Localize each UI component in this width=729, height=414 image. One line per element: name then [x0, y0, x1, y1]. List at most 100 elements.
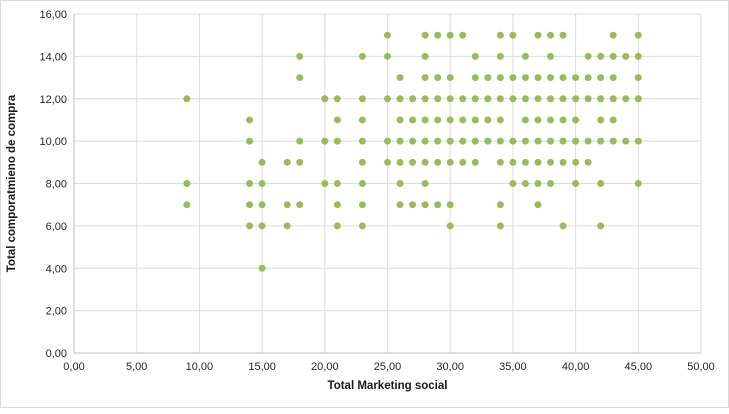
data-point [384, 137, 391, 145]
data-point [509, 137, 517, 145]
data-point [484, 137, 492, 145]
data-point [496, 31, 504, 39]
y-tick-label: 8,00 [46, 179, 67, 191]
data-point [434, 74, 442, 82]
y-tick-label: 10,00 [39, 136, 67, 148]
data-point [597, 116, 605, 124]
x-tick-label: 0,00 [63, 361, 84, 373]
x-axis-tick-labels: 0,00 5,00 10,00 15,00 20,00 25,00 30,00 35,00 40… [63, 361, 714, 373]
data-point [409, 201, 417, 209]
x-tick-label: 5,00 [126, 361, 147, 373]
data-point [321, 137, 329, 145]
data-point [572, 137, 580, 145]
data-point [521, 180, 529, 187]
data-point [384, 52, 391, 60]
data-point [509, 95, 517, 103]
data-point [622, 52, 630, 60]
x-tick-label: 15,00 [248, 361, 276, 373]
data-point [333, 95, 341, 103]
data-point [333, 180, 341, 187]
data-point [534, 180, 542, 187]
data-point [246, 116, 254, 124]
data-point [409, 116, 417, 124]
data-point [521, 137, 529, 145]
data-point [459, 116, 467, 124]
data-point [547, 95, 555, 103]
data-point [534, 116, 542, 124]
data-point [496, 158, 504, 166]
data-point [559, 74, 567, 82]
data-point [609, 31, 617, 39]
data-point [296, 52, 304, 60]
data-point [459, 137, 467, 145]
y-tick-label: 12,00 [39, 94, 67, 106]
data-point [534, 74, 542, 82]
data-point [484, 95, 492, 103]
data-point [597, 74, 605, 82]
data-point [409, 95, 417, 103]
data-point [609, 137, 617, 145]
data-point [446, 31, 454, 39]
data-point [396, 116, 404, 124]
data-point [396, 201, 404, 209]
data-point [534, 158, 542, 166]
data-point [559, 137, 567, 145]
data-point [572, 158, 580, 166]
data-point [446, 201, 454, 209]
data-point [471, 95, 479, 103]
data-point [296, 74, 304, 82]
data-point [434, 31, 442, 39]
data-point [622, 95, 630, 103]
data-point [358, 201, 366, 209]
data-point [584, 137, 592, 145]
y-tick-label: 4,00 [46, 263, 67, 275]
data-point [547, 52, 555, 60]
data-point [471, 116, 479, 124]
data-point [521, 74, 529, 82]
data-point [521, 116, 529, 124]
data-point [183, 95, 191, 103]
data-point [521, 52, 529, 60]
x-tick-label: 30,00 [436, 361, 464, 373]
x-tick-label: 45,00 [625, 361, 653, 373]
data-point [509, 31, 517, 39]
data-point [446, 158, 454, 166]
data-point [183, 180, 191, 187]
data-point [421, 180, 429, 187]
data-point [634, 74, 642, 82]
data-point [246, 180, 254, 187]
data-point [609, 116, 617, 124]
data-point [421, 31, 429, 39]
data-point [547, 116, 555, 124]
data-point [484, 74, 492, 82]
data-point [622, 137, 630, 145]
data-point [446, 74, 454, 82]
data-point [421, 201, 429, 209]
data-point [572, 74, 580, 82]
data-point [584, 158, 592, 166]
data-point [597, 180, 605, 187]
data-point [321, 95, 329, 103]
data-point [509, 74, 517, 82]
data-point [421, 74, 429, 82]
data-point [396, 180, 404, 187]
data-point [496, 222, 504, 230]
data-point [246, 222, 254, 230]
data-point [358, 158, 366, 166]
x-tick-label: 20,00 [311, 361, 339, 373]
x-axis-title: Total Marketing social [328, 380, 448, 392]
data-point [534, 201, 542, 209]
data-point [496, 201, 504, 209]
data-point [459, 31, 467, 39]
data-point [333, 116, 341, 124]
data-point [496, 137, 504, 145]
data-point [283, 158, 291, 166]
data-point [584, 74, 592, 82]
x-tick-label: 35,00 [499, 361, 527, 373]
data-point [333, 137, 341, 145]
data-point [471, 74, 479, 82]
x-tick-label: 50,00 [687, 361, 715, 373]
data-point [496, 95, 504, 103]
